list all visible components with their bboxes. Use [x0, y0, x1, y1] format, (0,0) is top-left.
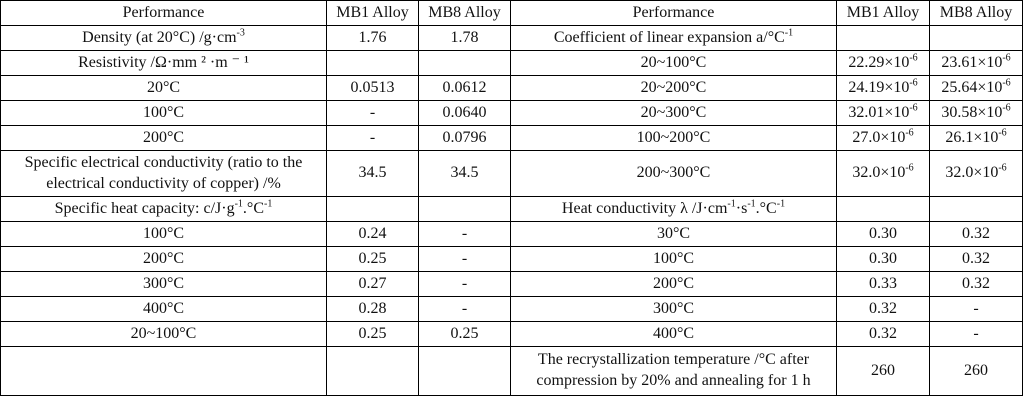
heat-capacity-mb8	[418, 196, 511, 222]
empty-mb1	[326, 346, 419, 396]
table-row: 400°C 0.28 - 300°C 0.32 -	[0, 296, 1023, 322]
heat-capacity-20-100-label: 20~100°C	[0, 321, 327, 347]
header-mb8-left: MB8 Alloy	[418, 0, 511, 26]
conductivity-mb8: 34.5	[418, 150, 511, 197]
heat-conductivity-mb1	[836, 196, 930, 222]
heat-conductivity-300-mb8: -	[929, 296, 1023, 322]
resistivity-20-mb1: 0.0513	[326, 75, 419, 101]
heat-conductivity-200-mb8: 0.32	[929, 271, 1023, 297]
conductivity-label: Specific electrical conductivity (ratio …	[0, 150, 327, 197]
alloy-properties-table: Performance MB1 Alloy MB8 Alloy Performa…	[0, 0, 1023, 396]
heat-conductivity-400-mb1: 0.32	[836, 321, 930, 347]
heat-conductivity-30-mb8: 0.32	[929, 221, 1023, 247]
header-performance-left: Performance	[0, 0, 327, 26]
heat-conductivity-400-label: 400°C	[510, 321, 837, 347]
heat-conductivity-30-mb1: 0.30	[836, 221, 930, 247]
conductivity-mb1: 34.5	[326, 150, 419, 197]
heat-capacity-20-100-mb1: 0.25	[326, 321, 419, 347]
recrystallization-mb8: 260	[929, 346, 1023, 396]
header-mb8-right: MB8 Alloy	[929, 0, 1023, 26]
heat-conductivity-300-mb1: 0.32	[836, 296, 930, 322]
header-mb1-right: MB1 Alloy	[836, 0, 930, 26]
table-row: 20~100°C 0.25 0.25 400°C 0.32 -	[0, 321, 1023, 347]
table-row: Density (at 20°C) /g·cm-3 1.76 1.78 Coef…	[0, 25, 1023, 51]
heat-capacity-20-100-mb8: 0.25	[418, 321, 511, 347]
expansion-20-300-label: 20~300°C	[510, 100, 837, 126]
expansion-200-300-label: 200~300°C	[510, 150, 837, 197]
heat-conductivity-300-label: 300°C	[510, 296, 837, 322]
linear-expansion-mb1	[836, 25, 930, 51]
heat-conductivity-200-label: 200°C	[510, 271, 837, 297]
header-mb1-left: MB1 Alloy	[326, 0, 419, 26]
heat-conductivity-100-mb1: 0.30	[836, 246, 930, 272]
table-row: The recrystallization temperature /°C af…	[0, 346, 1023, 396]
expansion-200-300-mb1: 32.0×10-6	[836, 150, 930, 197]
linear-expansion-mb8	[929, 25, 1023, 51]
heat-conductivity-30-label: 30°C	[510, 221, 837, 247]
resistivity-mb8	[418, 50, 511, 76]
table-row: 200°C - 0.0796 100~200°C 27.0×10-6 26.1×…	[0, 125, 1023, 151]
heat-capacity-label: Specific heat capacity: c/J·g-1.°C-1	[0, 196, 327, 222]
expansion-100-200-label: 100~200°C	[510, 125, 837, 151]
heat-capacity-200-mb8: -	[418, 246, 511, 272]
density-label: Density (at 20°C) /g·cm-3	[0, 25, 327, 51]
expansion-100-200-mb8: 26.1×10-6	[929, 125, 1023, 151]
table-row: Specific heat capacity: c/J·g-1.°C-1 Hea…	[0, 196, 1023, 222]
expansion-200-300-mb8: 32.0×10-6	[929, 150, 1023, 197]
expansion-20-100-mb8: 23.61×10-6	[929, 50, 1023, 76]
empty-label	[0, 346, 327, 396]
heat-capacity-200-label: 200°C	[0, 246, 327, 272]
expansion-20-300-mb8: 30.58×10-6	[929, 100, 1023, 126]
linear-expansion-label: Coefficient of linear expansion a/°C-1	[510, 25, 837, 51]
expansion-20-100-mb1: 22.29×10-6	[836, 50, 930, 76]
heat-capacity-300-mb1: 0.27	[326, 271, 419, 297]
resistivity-200-mb8: 0.0796	[418, 125, 511, 151]
empty-mb8	[418, 346, 511, 396]
resistivity-mb1	[326, 50, 419, 76]
table-row: 20°C 0.0513 0.0612 20~200°C 24.19×10-6 2…	[0, 75, 1023, 101]
table-row: Resistivity /Ω·mm ² ·m ⁻ ¹ 20~100°C 22.2…	[0, 50, 1023, 76]
resistivity-20-label: 20°C	[0, 75, 327, 101]
recrystallization-label: The recrystallization temperature /°C af…	[510, 346, 837, 396]
resistivity-100-label: 100°C	[0, 100, 327, 126]
heat-capacity-mb1	[326, 196, 419, 222]
heat-conductivity-100-mb8: 0.32	[929, 246, 1023, 272]
heat-capacity-400-mb8: -	[418, 296, 511, 322]
heat-conductivity-mb8	[929, 196, 1023, 222]
heat-capacity-300-mb8: -	[418, 271, 511, 297]
table-row: Specific electrical conductivity (ratio …	[0, 150, 1023, 197]
heat-capacity-400-label: 400°C	[0, 296, 327, 322]
expansion-20-100-label: 20~100°C	[510, 50, 837, 76]
density-mb1: 1.76	[326, 25, 419, 51]
heat-capacity-100-label: 100°C	[0, 221, 327, 247]
header-performance-right: Performance	[510, 0, 837, 26]
density-mb8: 1.78	[418, 25, 511, 51]
expansion-20-200-mb8: 25.64×10-6	[929, 75, 1023, 101]
expansion-100-200-mb1: 27.0×10-6	[836, 125, 930, 151]
resistivity-100-mb8: 0.0640	[418, 100, 511, 126]
resistivity-label: Resistivity /Ω·mm ² ·m ⁻ ¹	[0, 50, 327, 76]
heat-conductivity-label: Heat conductivity λ /J·cm-1·s-1.°C-1	[510, 196, 837, 222]
heat-capacity-200-mb1: 0.25	[326, 246, 419, 272]
heat-capacity-100-mb8: -	[418, 221, 511, 247]
heat-conductivity-100-label: 100°C	[510, 246, 837, 272]
table-row: 200°C 0.25 - 100°C 0.30 0.32	[0, 246, 1023, 272]
heat-capacity-300-label: 300°C	[0, 271, 327, 297]
resistivity-200-label: 200°C	[0, 125, 327, 151]
expansion-20-300-mb1: 32.01×10-6	[836, 100, 930, 126]
resistivity-20-mb8: 0.0612	[418, 75, 511, 101]
heat-conductivity-200-mb1: 0.33	[836, 271, 930, 297]
heat-conductivity-400-mb8: -	[929, 321, 1023, 347]
table-row: 100°C 0.24 - 30°C 0.30 0.32	[0, 221, 1023, 247]
expansion-20-200-mb1: 24.19×10-6	[836, 75, 930, 101]
recrystallization-mb1: 260	[836, 346, 930, 396]
expansion-20-200-label: 20~200°C	[510, 75, 837, 101]
heat-capacity-400-mb1: 0.28	[326, 296, 419, 322]
table-row: 100°C - 0.0640 20~300°C 32.01×10-6 30.58…	[0, 100, 1023, 126]
resistivity-100-mb1: -	[326, 100, 419, 126]
heat-capacity-100-mb1: 0.24	[326, 221, 419, 247]
header-row: Performance MB1 Alloy MB8 Alloy Performa…	[0, 0, 1023, 26]
resistivity-200-mb1: -	[326, 125, 419, 151]
table-row: 300°C 0.27 - 200°C 0.33 0.32	[0, 271, 1023, 297]
